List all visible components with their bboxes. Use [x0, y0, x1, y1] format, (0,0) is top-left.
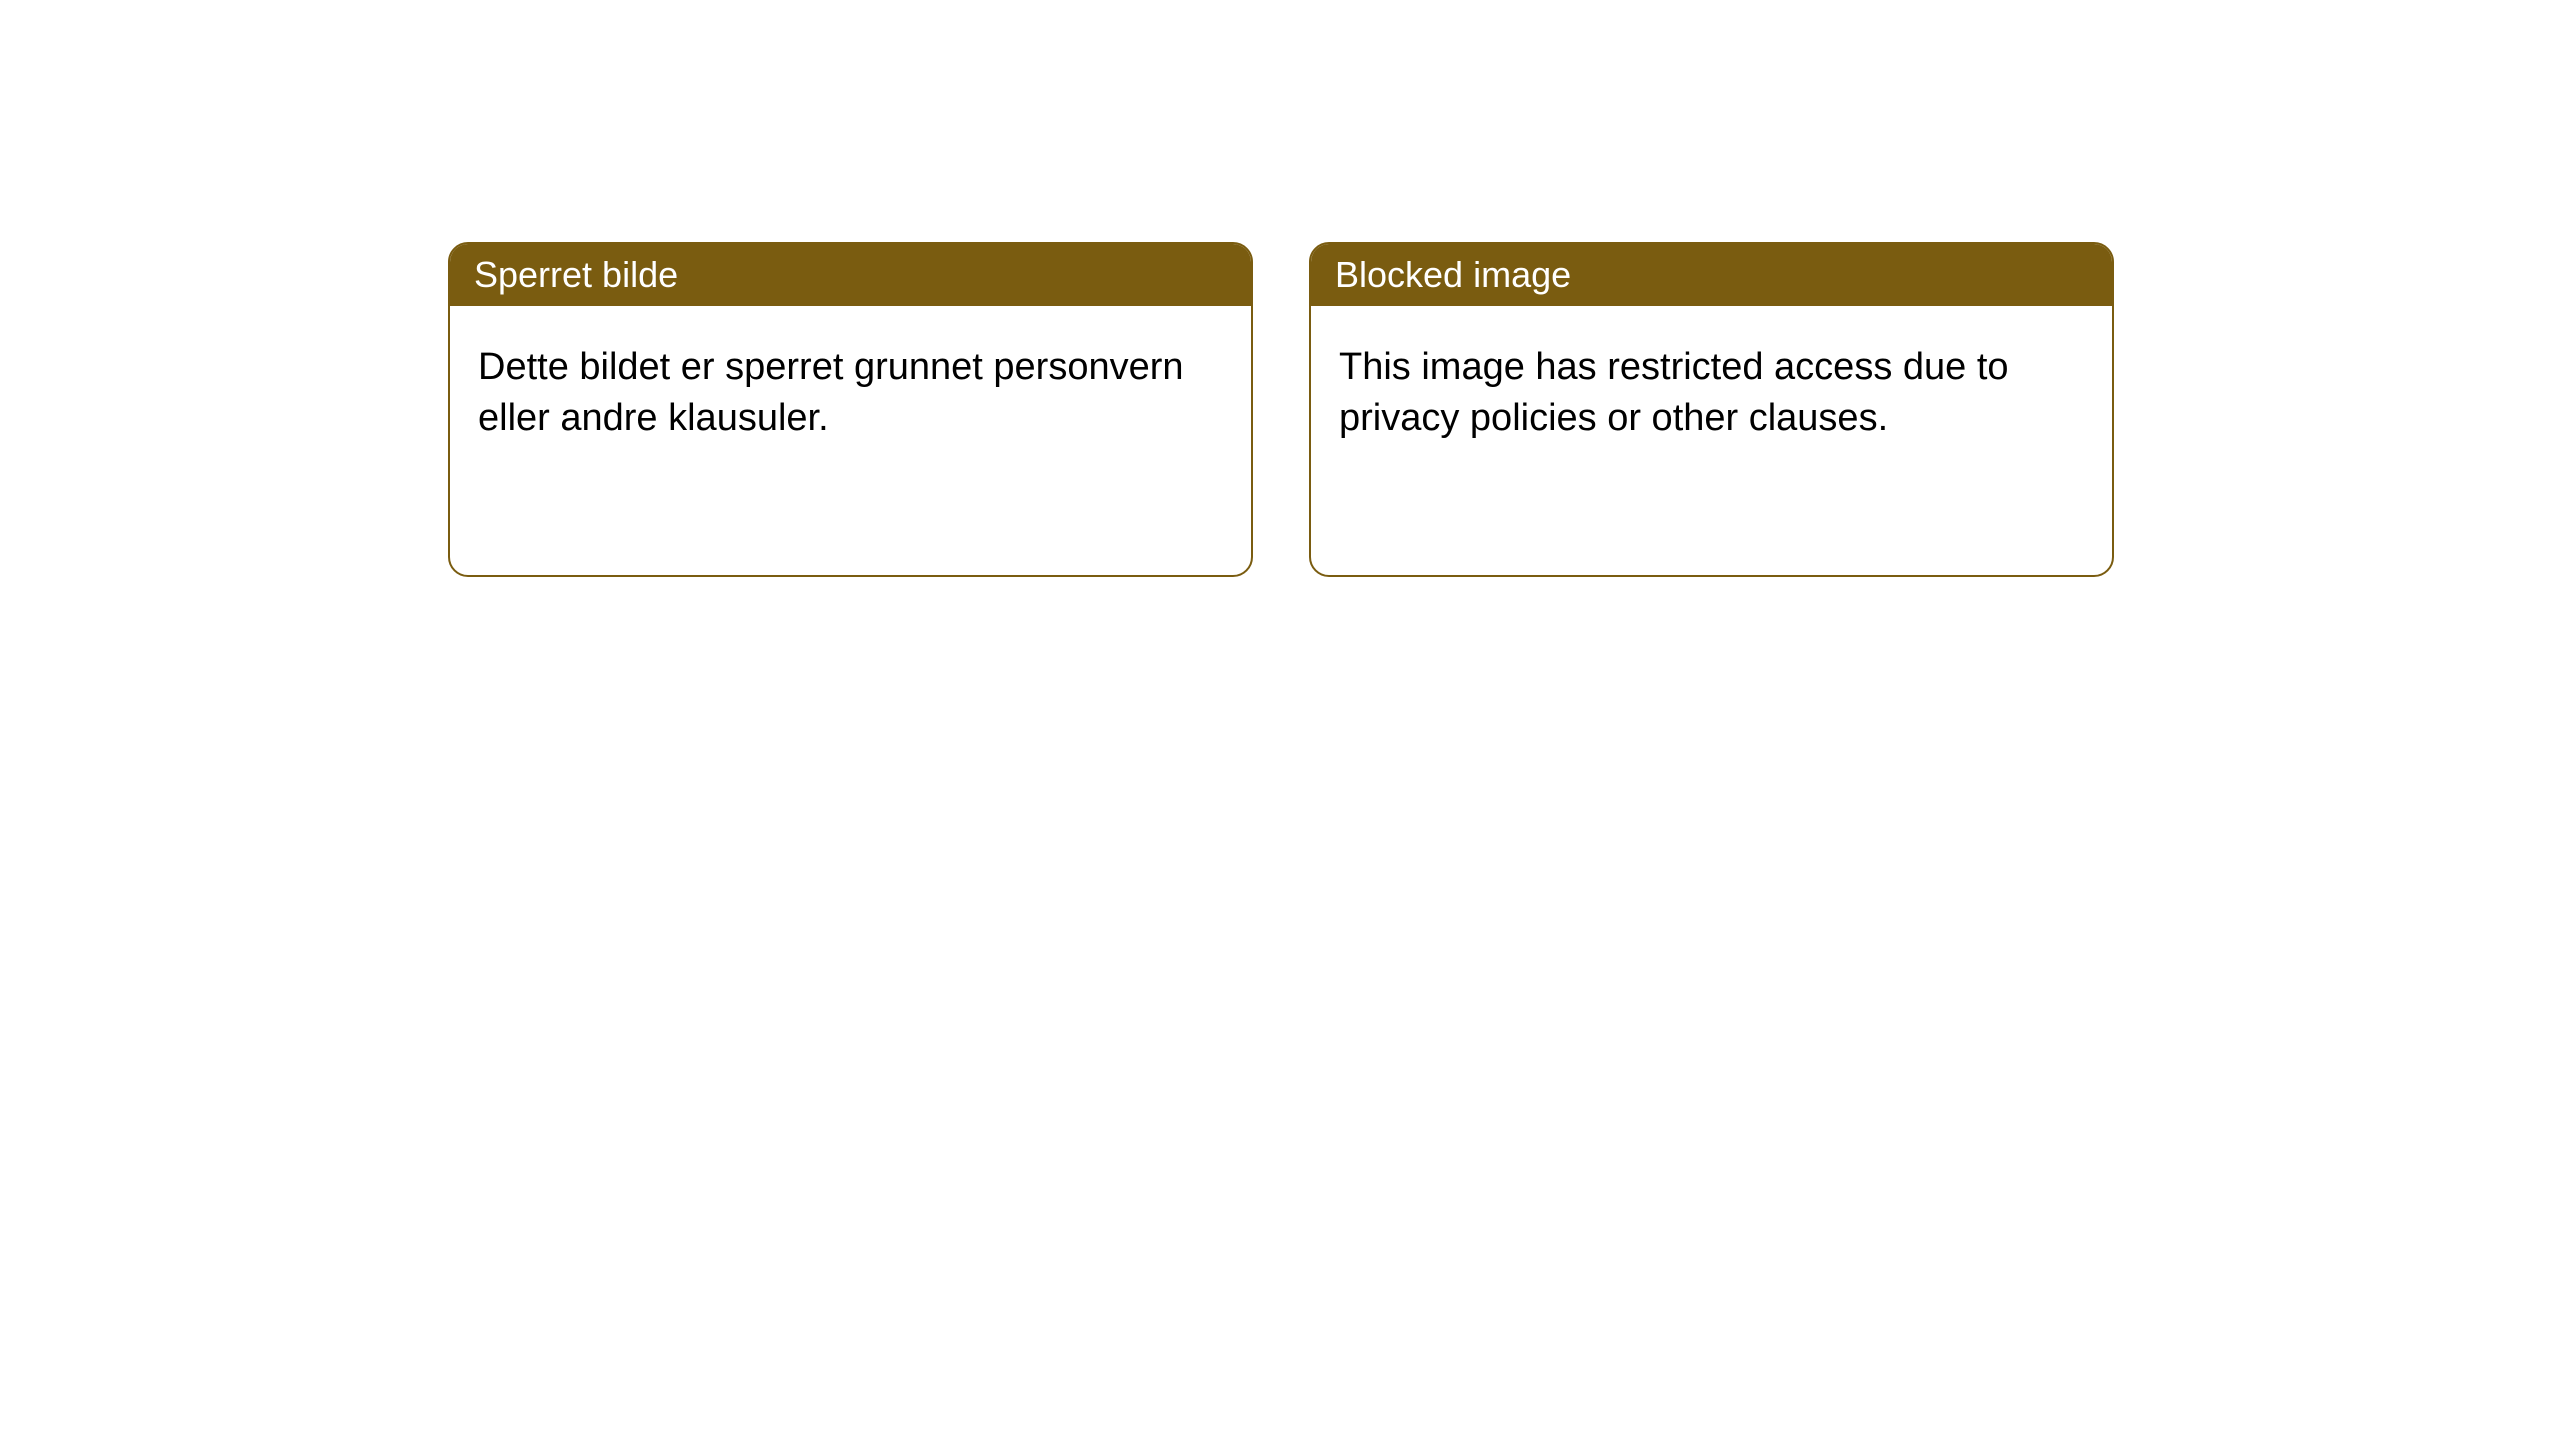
card-header: Sperret bilde [450, 244, 1251, 306]
notice-container: Sperret bilde Dette bildet er sperret gr… [0, 0, 2560, 577]
card-body: Dette bildet er sperret grunnet personve… [450, 306, 1251, 481]
card-header: Blocked image [1311, 244, 2112, 306]
card-body-text: Dette bildet er sperret grunnet personve… [478, 346, 1184, 439]
card-body: This image has restricted access due to … [1311, 306, 2112, 481]
card-title: Sperret bilde [474, 254, 678, 295]
card-body-text: This image has restricted access due to … [1339, 346, 2009, 439]
blocked-image-card-english: Blocked image This image has restricted … [1309, 242, 2114, 577]
blocked-image-card-norwegian: Sperret bilde Dette bildet er sperret gr… [448, 242, 1253, 577]
card-title: Blocked image [1335, 254, 1571, 295]
